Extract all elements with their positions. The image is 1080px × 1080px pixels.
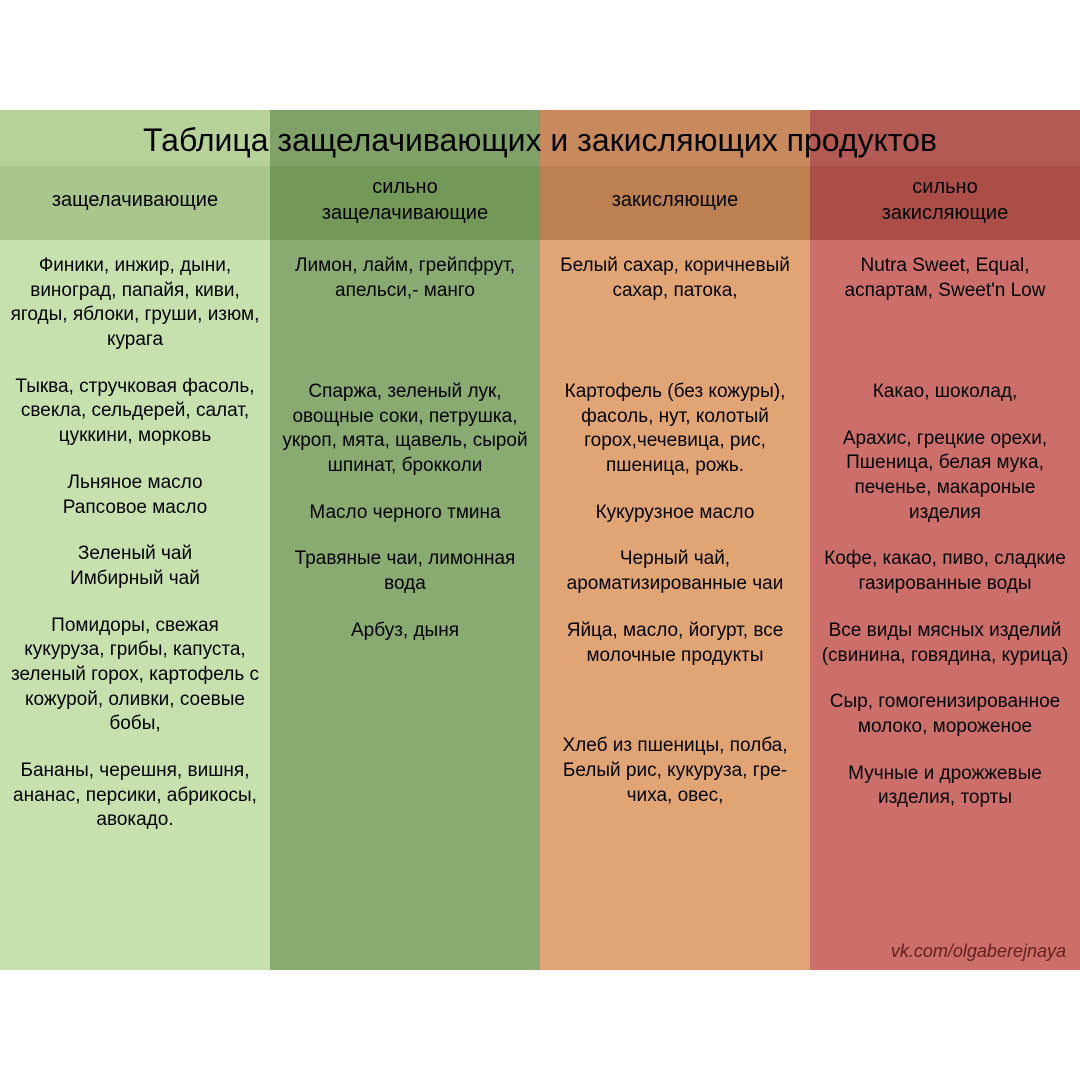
credit-text: vk.com/olgaberejnaya	[891, 941, 1066, 962]
cell: Кофе, какао, пиво, сладкие газированные …	[820, 547, 1070, 596]
cell: Арахис, грецкие орехи, Пшеница, белая му…	[820, 427, 1070, 526]
col-header-1: сильнозащелачивающие	[270, 166, 540, 240]
cell: Масло черного тмина	[280, 501, 530, 526]
cell: Картофель (без кожуры), фасоль, нут, кол…	[550, 380, 800, 479]
cell	[550, 690, 800, 712]
cell: Лимон, лайм, грейпфрут, апельси,- манго	[280, 254, 530, 358]
cell: Черный чай, ароматизированные чаи	[550, 547, 800, 596]
cell: Хлеб из пшеницы, полба, Белый рис, кукур…	[550, 734, 800, 808]
cell: Белый сахар, коричневый сахар, патока,	[550, 254, 800, 358]
cell: Сыр, гомогенизированное молоко, морожено…	[820, 690, 1070, 739]
col-header-2: закисляющие	[540, 166, 810, 240]
cell: Яйца, масло, йогурт, все молочные продук…	[550, 619, 800, 668]
cell: Арбуз, дыня	[280, 619, 530, 644]
col-body-2: Белый сахар, коричневый сахар, патока, К…	[540, 240, 810, 970]
cell: Финики, инжир, дыни, виноград, папайя, к…	[10, 254, 260, 353]
cell: Зеленый чайИмбирный чай	[10, 542, 260, 591]
cell: Спаржа, зеленый лук, овощные соки, петру…	[280, 380, 530, 479]
header-row: защелачивающие сильнозащелачивающие заки…	[0, 166, 1080, 240]
title-bar: Таблица защелачивающих и закисляющих про…	[0, 110, 1080, 167]
col-header-0: защелачивающие	[0, 166, 270, 240]
cell: Травяные чаи, лимонная вода	[280, 547, 530, 596]
cell: Мучные и дрожжевые изделия, торты	[820, 762, 1070, 811]
body-row: Финики, инжир, дыни, виноград, папайя, к…	[0, 240, 1080, 970]
col-body-0: Финики, инжир, дыни, виноград, папайя, к…	[0, 240, 270, 970]
cell: Тыква, стручковая фасоль, свекла, сельде…	[10, 375, 260, 449]
food-table: Таблица защелачивающих и закисляющих про…	[0, 110, 1080, 970]
col-body-1: Лимон, лайм, грейпфрут, апельси,- манго …	[270, 240, 540, 970]
col-body-3: Nutra Sweet, Equal, аспартам, Sweet'n Lo…	[810, 240, 1080, 970]
cell: Какао, шоколад,	[820, 380, 1070, 405]
col-header-3: сильнозакисляющие	[810, 166, 1080, 240]
cell: Льняное маслоРапсовое масло	[10, 471, 260, 520]
cell: Бананы, черешня, вишня, ананас, персики,…	[10, 759, 260, 833]
cell: Все виды мясных изделий (свинина, говяди…	[820, 619, 1070, 668]
cell: Помидоры, свежая кукуруза, грибы, капуст…	[10, 614, 260, 737]
table-title: Таблица защелачивающих и закисляющих про…	[143, 122, 937, 158]
cell: Кукурузное масло	[550, 501, 800, 526]
cell: Nutra Sweet, Equal, аспартам, Sweet'n Lo…	[820, 254, 1070, 358]
